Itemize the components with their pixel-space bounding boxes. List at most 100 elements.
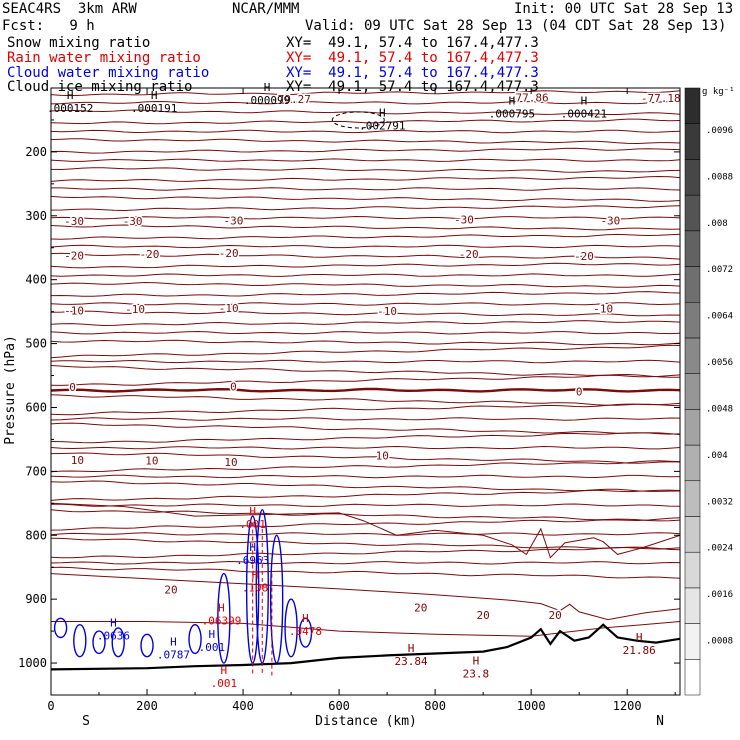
field-label-cloudice: Cloud ice mixing ratio: [7, 79, 193, 95]
cloud-water-contour-10: [284, 598, 298, 658]
colorbar-label-10: .0088: [706, 172, 733, 182]
colorbar-cell-15: [684, 123, 701, 160]
x-tick-label-1: 200: [136, 699, 158, 713]
extremum-marker-9: H: [249, 541, 256, 554]
cloud-water-contour-2: [92, 630, 106, 655]
contour-label-28: -77.18: [641, 92, 681, 105]
extremum-value-1: .000191: [131, 102, 177, 115]
extremum-value-12: .001: [239, 518, 266, 531]
colorbar: .0008 .0016 .0024 .0032 .004 .0048 .0056 .0064.…: [684, 87, 733, 696]
temperature-contour-35: [51, 422, 680, 436]
extremum-marker-3: H: [379, 106, 386, 119]
extremum-value-4: .000795: [489, 107, 535, 120]
valid-time: Valid: 09 UTC Sat 28 Sep 13 (04 CDT Sat …: [305, 18, 727, 34]
colorbar-label-0: .0008: [706, 637, 733, 647]
extremum-marker-6: H: [110, 616, 117, 629]
contour-label-3: -30: [454, 214, 474, 227]
contour-label-23: 20: [414, 601, 427, 614]
y-tick-label-6: 800: [25, 528, 47, 542]
contour-label-8: -20: [459, 248, 479, 261]
contour-label-13: -10: [377, 305, 397, 318]
temperature-contour-36: [51, 432, 680, 444]
temperature-contour-49: [51, 560, 680, 565]
temperature-contour-46: [51, 532, 680, 536]
temperature-contour-9: [51, 175, 680, 182]
colorbar-label-5: .0048: [706, 404, 733, 414]
terrain-line: [51, 623, 680, 671]
temperature-contour-11: [51, 195, 680, 202]
temperature-contour-37: [51, 445, 680, 450]
y-tick-label-5: 700: [25, 464, 47, 478]
temperature-contour-39: [51, 460, 680, 473]
temperature-contour-17: [51, 252, 680, 260]
colorbar-cell-6: [684, 444, 701, 482]
extremum-value-13: .0478: [289, 625, 322, 638]
temperature-contour-27: [51, 344, 680, 359]
contour-label-10: -10: [64, 304, 84, 317]
x-end-left: S: [82, 714, 90, 729]
extremum-value-11: .108: [242, 581, 269, 594]
cloud-water-contour-7: [245, 515, 260, 664]
colorbar-cell-3: [684, 551, 701, 589]
contour-label-20: 10: [224, 456, 237, 469]
temperature-contour-34: [51, 417, 680, 421]
cloud-water-contour-5: [188, 624, 202, 655]
temperature-contour-45: [51, 517, 680, 531]
y-axis-label: Pressure (hPa): [3, 335, 18, 445]
temperature-contour-16: [51, 244, 680, 249]
x-tick-label-3: 600: [328, 699, 350, 713]
field-xy-rain: XY= 49.1, 57.4 to 167.4,477.3: [286, 50, 539, 66]
colorbar-label-7: .0064: [706, 312, 733, 322]
cloud-water-contour-8: [255, 509, 269, 664]
temperature-contour-26: [51, 339, 680, 346]
lower-contour-0: [51, 502, 680, 559]
extremum-value-0: .000152: [47, 102, 93, 115]
colorbar-cell-9: [684, 337, 701, 374]
temperature-contour-13: [51, 215, 680, 220]
colorbar-cell-14: [684, 159, 701, 196]
contour-label-7: -20: [219, 247, 239, 260]
colorbar-label-6: .0056: [706, 358, 733, 368]
cloud-water-contour-1: [73, 624, 87, 658]
temperature-contour-5: [51, 138, 680, 145]
temperature-contour-24: [51, 320, 680, 327]
field-label-rain: Rain water mixing ratio: [7, 50, 201, 66]
contour-label-9: -20: [574, 250, 594, 263]
contour-label-17: 0: [576, 386, 583, 399]
temperature-contour-47: [51, 537, 680, 551]
temperature-contour-4: [51, 129, 680, 134]
field-xy-cloudice: XY= 49.1, 57.4 to 167.4,477.3: [286, 79, 539, 95]
extremum-marker-2: H: [264, 81, 271, 94]
y-tick-label-1: 300: [25, 209, 47, 223]
cloud-water-contour-11: [298, 617, 313, 648]
colorbar-label-3: .0032: [706, 497, 733, 507]
plot-frame: [50, 87, 681, 696]
colorbar-label-2: .0024: [706, 544, 733, 554]
temperature-contour-44: [51, 509, 680, 522]
colorbar-cell-11: [684, 266, 701, 303]
colorbar-cell-5: [684, 480, 701, 517]
colorbar-label-11: .0096: [706, 126, 733, 136]
extremum-value-17: 21.86: [623, 644, 656, 657]
contour-label-2: -30: [224, 214, 244, 227]
x-tick-label-4: 800: [424, 699, 446, 713]
temperature-contour-48: [51, 546, 680, 559]
temperature-contour-18: [51, 262, 680, 269]
temperature-contour-7: [51, 158, 680, 162]
center-label: NCAR/MMM: [232, 1, 300, 17]
field-label-snow: Snow mixing ratio: [7, 35, 151, 51]
extremum-marker-17: H: [636, 631, 643, 644]
temperature-contour-42: [51, 489, 680, 501]
y-tick-label-3: 500: [25, 337, 47, 351]
extremum-value-5: .000421: [561, 107, 607, 120]
field-xy-snow: XY= 49.1, 57.4 to 167.4,477.3: [286, 35, 539, 51]
temperature-contour-28: [51, 359, 680, 364]
temperature-contour-22: [51, 302, 680, 306]
x-tick-label-6: 1200: [613, 699, 642, 713]
extremum-value-16: 23.8: [463, 668, 490, 681]
temperature-contour-43: [51, 503, 680, 507]
extremum-value-7: .0787: [157, 648, 190, 661]
x-tick-label-2: 400: [232, 699, 254, 713]
x-tick-label-0: 0: [47, 699, 54, 713]
